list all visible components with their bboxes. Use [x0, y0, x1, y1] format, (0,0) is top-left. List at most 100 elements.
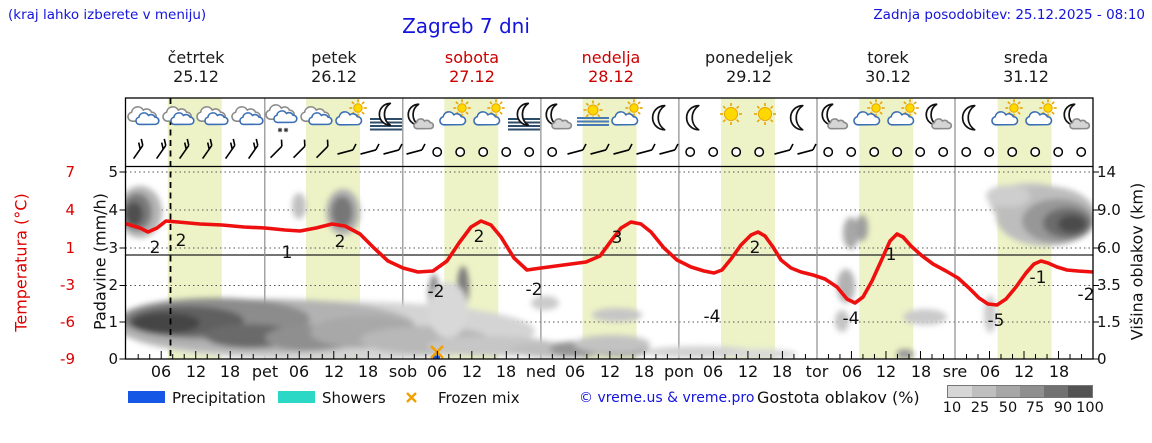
- wind-calm-symbol: [685, 147, 696, 157]
- time-tick-label: 12: [461, 362, 483, 381]
- showers-legend-label: Showers: [322, 389, 386, 407]
- wind-barb-symbol: [315, 139, 329, 159]
- wind-calm-symbol: [501, 147, 512, 157]
- time-tick-label: 12: [599, 362, 621, 381]
- wind-barb-symbol: [224, 138, 236, 160]
- wind-calm-symbol: [961, 147, 972, 157]
- temperature-value-label: -5: [988, 311, 1005, 331]
- cloud-tick-label: 1.5: [1097, 313, 1121, 331]
- weather-icon-moon-cloud: [1063, 103, 1090, 130]
- temp-tick-label: 4: [65, 201, 75, 219]
- temperature-value-label: 2: [474, 227, 485, 247]
- temp-tick-label: -6: [60, 313, 75, 331]
- menu-hint: (kraj lahko izberete v meniju): [8, 7, 207, 23]
- wind-calm-symbol: [1053, 147, 1064, 157]
- colorbar-tick-label: 25: [970, 400, 990, 416]
- colorbar-segment: [996, 386, 1020, 397]
- day-name: ponedeljek: [705, 48, 793, 67]
- frozen-mix-icon: [406, 392, 417, 403]
- time-tick-label: 06: [426, 362, 448, 381]
- wind-barb-symbol: [797, 143, 817, 155]
- wind-calm-symbol: [984, 147, 995, 157]
- colorbar-tick-label: 75: [1025, 400, 1045, 416]
- day-date: 26.12: [311, 67, 357, 86]
- time-tick-label: 18: [1048, 362, 1070, 381]
- time-tick-label: 12: [323, 362, 345, 381]
- temperature-curve: [125, 219, 1093, 307]
- cloud-density-colorbar: [947, 385, 1093, 398]
- weather-icon-moon: [962, 104, 976, 131]
- colorbar-tick-label: 50: [998, 400, 1018, 416]
- last-update-label: Zadnja posodobitev: 25.12.2025 - 08:10: [873, 7, 1145, 23]
- temperature-value-label: -2: [428, 282, 445, 302]
- weather-icon-sun-cloud: [335, 99, 367, 126]
- wind-barb-symbol: [337, 143, 357, 155]
- time-tick-label: 12: [1013, 362, 1035, 381]
- colorbar-segment: [1044, 386, 1068, 397]
- time-tick-label: tor: [805, 362, 829, 381]
- colorbar-segment: [972, 386, 996, 397]
- time-tick-label: 06: [841, 362, 863, 381]
- temperature-value-label: 3: [612, 228, 623, 248]
- colorbar-segment: [1068, 386, 1092, 397]
- colorbar-segment: [948, 386, 972, 397]
- day-date: 28.12: [588, 67, 634, 86]
- weather-icon-sun-cloud: [473, 99, 505, 126]
- wind-barb-symbol: [292, 139, 306, 159]
- day-name: torek: [867, 48, 909, 67]
- page-title: Zagreb 7 dni: [402, 14, 530, 38]
- precip-tick-label: 1: [108, 313, 118, 331]
- weather-icon-cloudy: [299, 106, 333, 126]
- precipitation-swatch: [128, 391, 165, 403]
- temperature-value-label: 2: [335, 232, 346, 252]
- weather-icon-moon-fog: [507, 102, 540, 131]
- colorbar-tick-label: 90: [1053, 400, 1073, 416]
- cloud-tick-label: 3.5: [1097, 276, 1121, 294]
- wind-barb-symbol: [774, 143, 794, 155]
- weather-icon-cloud-snow: [265, 104, 298, 133]
- weather-icon-moon-cloud: [925, 103, 952, 130]
- day-date: 31.12: [1003, 67, 1049, 86]
- cloud-tick-label: 14: [1097, 163, 1117, 181]
- time-tick-label: pet: [251, 362, 279, 381]
- temperature-value-label: -4: [704, 307, 721, 327]
- temperature-value-label: 1: [282, 243, 293, 263]
- weather-icon-sun: [719, 103, 742, 125]
- day-name: sobota: [444, 48, 500, 67]
- day-name: četrtek: [167, 48, 225, 67]
- precipitation-legend-label: Precipitation: [172, 389, 266, 407]
- time-tick-label: 12: [875, 362, 897, 381]
- temperature-value-label: -2: [1078, 285, 1095, 305]
- temperature-value-label: 2: [750, 238, 761, 258]
- wind-barb-symbol: [360, 143, 380, 155]
- wind-calm-symbol: [938, 147, 949, 157]
- wind-barb-symbol: [383, 143, 403, 155]
- colorbar-segment: [1020, 386, 1044, 397]
- wind-barb-symbol: [201, 138, 213, 160]
- weather-icon-sun: [754, 103, 777, 125]
- weather-icon-moon-fog: [369, 102, 402, 131]
- temperature-value-label: 2: [176, 231, 187, 251]
- time-tick-label: 18: [495, 362, 517, 381]
- temperature-value-label: 2: [150, 238, 161, 258]
- weather-icon-moon-cloud: [407, 103, 435, 130]
- colorbar-tick-label: 10: [942, 400, 962, 416]
- time-tick-label: 06: [979, 362, 1001, 381]
- time-tick-label: 18: [219, 362, 241, 381]
- wind-barb-symbol: [590, 143, 610, 155]
- time-tick-label: 18: [771, 362, 793, 381]
- precip-tick-label: 5: [108, 163, 118, 181]
- day-date: 29.12: [726, 67, 772, 86]
- time-tick-label: 12: [185, 362, 207, 381]
- day-name: nedelja: [581, 48, 641, 67]
- time-tick-label: 12: [737, 362, 759, 381]
- copyright-link[interactable]: © vreme.us & vreme.pro: [579, 390, 755, 406]
- time-tick-label: ned: [525, 362, 557, 381]
- temperature-value-label: -2: [526, 280, 543, 300]
- cloud-tick-label: 0: [1097, 350, 1107, 368]
- time-tick-label: 18: [357, 362, 379, 381]
- weather-icon-cloudy: [230, 106, 264, 126]
- wind-barb-symbol: [659, 143, 679, 155]
- wind-calm-symbol: [846, 147, 857, 157]
